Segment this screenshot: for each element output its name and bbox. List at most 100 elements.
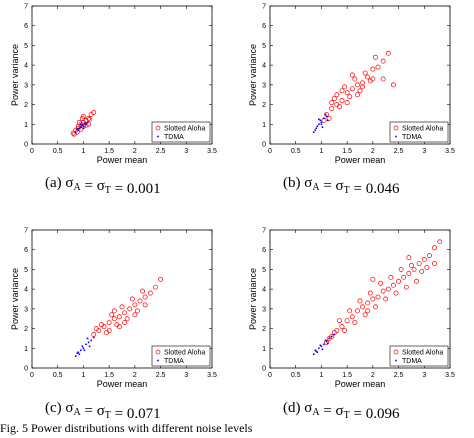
data-point-slotted-aloha <box>362 312 368 318</box>
legend-marker-tdma <box>157 135 159 138</box>
data-point-slotted-aloha <box>390 82 396 88</box>
x-tick-label: 2.5 <box>156 372 166 379</box>
data-point-slotted-aloha <box>98 322 104 328</box>
x-tick-label: 1.5 <box>104 372 114 379</box>
data-point-slotted-aloha <box>339 88 345 94</box>
data-point-tdma <box>315 350 318 353</box>
legend-entry: TDMA <box>164 358 184 365</box>
legend-marker-tdma <box>395 135 397 138</box>
x-tick-label: 3 <box>184 148 188 155</box>
data-point-tdma <box>328 337 330 340</box>
panel-label: (a) <box>45 175 62 191</box>
data-point-tdma <box>87 341 90 344</box>
data-point-slotted-aloha <box>411 266 417 272</box>
x-tick-label: 2 <box>371 372 375 379</box>
caption-subscript: T <box>105 185 111 196</box>
data-point-slotted-aloha <box>142 294 148 300</box>
y-tick-label: 3 <box>262 306 266 313</box>
data-point-slotted-aloha <box>421 257 427 263</box>
caption-subscript: T <box>344 185 350 196</box>
data-point-tdma <box>320 123 323 126</box>
x-tick-label: 2 <box>371 148 375 155</box>
data-point-slotted-aloha <box>152 284 158 290</box>
data-point-tdma <box>92 336 95 339</box>
data-point-slotted-aloha <box>106 320 112 326</box>
caption-symbol: = <box>111 406 127 422</box>
data-point-tdma <box>86 337 89 340</box>
data-point-slotted-aloha <box>375 64 381 70</box>
x-axis-label: Power mean <box>335 155 386 165</box>
data-point-slotted-aloha <box>122 310 128 316</box>
sigma-value: 0.046 <box>366 181 400 197</box>
y-axis-label: Power variance <box>10 44 20 106</box>
chart-panel-a: 0 0.5 1 1.5 2 2.5 3 3.5 0 1 2 3 4 5 6 7 Power mean Power … <box>10 4 217 198</box>
data-point-tdma <box>85 343 87 346</box>
panel-caption: (d) σA = σT = 0.096 <box>283 400 400 422</box>
data-point-tdma <box>86 121 89 124</box>
data-point-slotted-aloha <box>349 72 355 78</box>
caption-symbol: σ <box>65 175 73 191</box>
data-point-slotted-aloha <box>419 268 425 274</box>
y-tick-label: 3 <box>24 306 28 313</box>
data-point-slotted-aloha <box>324 339 330 345</box>
data-point-slotted-aloha <box>370 276 376 282</box>
y-tick-label: 7 <box>24 4 28 11</box>
y-tick-label: 7 <box>262 228 266 235</box>
legend-marker-slotted-aloha <box>155 125 161 131</box>
caption-symbol: = σ <box>81 178 105 194</box>
data-point-slotted-aloha <box>86 115 92 121</box>
caption-symbol: = <box>111 181 127 197</box>
data-point-slotted-aloha <box>396 278 402 284</box>
data-point-slotted-aloha <box>79 115 85 121</box>
data-point-tdma <box>312 131 315 133</box>
caption-symbol: = <box>350 181 366 197</box>
caption-subscript: A <box>74 182 82 193</box>
data-point-slotted-aloha <box>378 280 384 286</box>
x-tick-label: 3.5 <box>445 372 455 379</box>
panel-label: (d) <box>283 400 301 416</box>
sigma-value: 0.096 <box>366 406 400 422</box>
data-point-slotted-aloha <box>406 270 412 276</box>
data-point-slotted-aloha <box>132 312 138 318</box>
caption-subscript: A <box>312 182 320 193</box>
data-point-slotted-aloha <box>344 90 350 96</box>
data-point-slotted-aloha <box>408 263 414 268</box>
data-point-slotted-aloha <box>342 328 348 333</box>
data-point-tdma <box>326 342 329 345</box>
data-point-slotted-aloha <box>352 76 358 82</box>
x-tick-label: 1.5 <box>104 148 114 155</box>
series-slotted-aloha <box>321 50 396 123</box>
caption-subscript: T <box>344 410 350 421</box>
caption-symbol: σ <box>304 175 312 191</box>
data-point-slotted-aloha <box>406 255 412 261</box>
x-tick-label: 0.5 <box>291 148 301 155</box>
panel-label: (c) <box>45 400 62 416</box>
data-point-slotted-aloha <box>93 326 99 332</box>
data-point-tdma <box>325 115 328 118</box>
x-axis-label: Power mean <box>97 379 148 389</box>
data-point-slotted-aloha <box>326 335 332 341</box>
caption-symbol: σ <box>65 400 73 416</box>
x-tick-label: 3.5 <box>445 148 455 155</box>
y-tick-label: 2 <box>24 102 28 109</box>
panels: 0 0.5 1 1.5 2 2.5 3 3.5 0 1 2 3 4 5 6 7 Power mean Power … <box>10 4 455 423</box>
caption-symbol: = σ <box>320 178 344 194</box>
data-point-slotted-aloha <box>106 328 112 333</box>
y-tick-label: 3 <box>262 82 266 89</box>
panel-caption: (b) σA = σT = 0.046 <box>283 175 400 197</box>
legend-marker-tdma <box>157 359 159 362</box>
data-point-slotted-aloha <box>365 300 371 306</box>
data-point-slotted-aloha <box>388 274 394 280</box>
data-point-tdma <box>85 123 87 126</box>
data-point-slotted-aloha <box>329 100 335 106</box>
data-point-slotted-aloha <box>116 324 122 330</box>
data-point-tdma <box>321 126 324 129</box>
y-tick-label: 7 <box>24 228 28 235</box>
data-point-slotted-aloha <box>326 115 332 121</box>
data-point-tdma <box>323 343 325 346</box>
data-point-tdma <box>78 353 81 355</box>
panel-label: (b) <box>283 175 301 191</box>
series-tdma <box>312 113 329 133</box>
data-point-slotted-aloha <box>380 76 386 82</box>
legend-box <box>389 121 449 143</box>
